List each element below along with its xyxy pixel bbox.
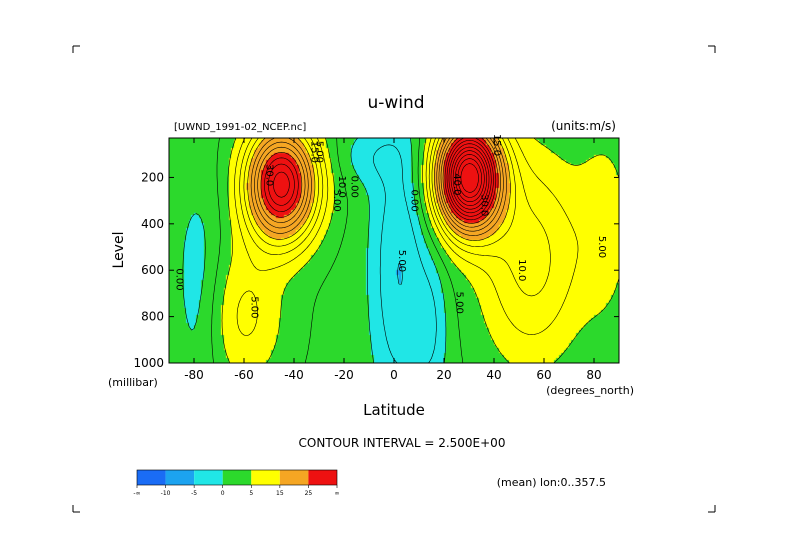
colorbar-frame [136, 469, 338, 486]
contour-line [450, 146, 490, 210]
colorbar-label: 25 [305, 490, 313, 497]
contour-line [273, 143, 492, 214]
contour-label: 40.0 [451, 173, 462, 195]
contour-line [260, 137, 499, 224]
contour-line [373, 144, 437, 364]
chart-title: u-wind [367, 93, 424, 113]
contour-label: 15.0 [309, 141, 320, 163]
contour-line [182, 137, 447, 364]
colorbar: -∞ -10 -5 0 5 15 25 ∞ [133, 469, 340, 497]
contour-label: 0.00 [409, 189, 420, 211]
contour-labels: 30.010.05.000.0015.05.000.005.000.005.00… [174, 134, 608, 319]
contour-label: 5.00 [396, 250, 407, 272]
colorbar-swatch [279, 470, 309, 485]
contour-line [268, 140, 494, 217]
y-axis-label: Level [111, 232, 127, 269]
y-tick-label: 200 [141, 170, 164, 184]
x-tick-label: -60 [234, 368, 254, 382]
colorbar-label: -∞ [133, 490, 140, 497]
contour-line [257, 137, 501, 228]
contour-label: 0.00 [174, 268, 185, 290]
units-label: (units:m/s) [551, 119, 616, 133]
y-tick-label: 1000 [133, 356, 164, 370]
contour-label: 5.00 [596, 236, 607, 258]
colorbar-swatch [194, 470, 223, 485]
x-tick-label: 20 [436, 368, 451, 382]
file-label: [UWND_1991-02_NCEP.nc] [174, 122, 306, 133]
x-axis-units: (degrees_north) [546, 384, 634, 397]
contour-label: 15.0 [491, 134, 502, 156]
colorbar-swatch [222, 470, 252, 485]
x-tick-label: 40 [486, 368, 501, 382]
x-tick-label: 0 [390, 368, 398, 382]
colorbar-label: 5 [249, 490, 253, 497]
x-tick-label: 60 [536, 368, 551, 382]
contour-label: 30.0 [264, 164, 275, 186]
colorbar-swatch [308, 470, 337, 485]
contour-line [239, 137, 551, 297]
contour-line [264, 137, 497, 221]
contour-label: 5.00 [331, 189, 342, 211]
colorbar-label: -5 [191, 490, 197, 497]
x-tick-label: 80 [586, 368, 601, 382]
colorbar-swatch [251, 470, 280, 485]
plot-area: 30.010.05.000.0015.05.000.005.000.005.00… [168, 134, 620, 364]
contour-line [211, 137, 464, 364]
contour-label: 5.00 [314, 141, 325, 163]
y-axis-ticks: 200 400 600 800 1000 [133, 170, 619, 370]
contour-label: 30.0 [479, 194, 490, 216]
x-tick-label: -20 [334, 368, 354, 382]
colorbar-label: 0 [221, 490, 225, 497]
contour-lines [182, 137, 620, 364]
x-axis-label: Latitude [363, 401, 425, 419]
colorbar-swatch [165, 470, 195, 485]
crop-marks [72, 45, 716, 513]
contour-label: 10.0 [516, 259, 527, 281]
wind-field-image [169, 138, 619, 363]
contour-label: 5.00 [454, 292, 465, 314]
contour-line [221, 137, 620, 364]
contour-line [247, 137, 511, 241]
colorbar-label: 15 [276, 490, 284, 497]
colorbar-label: -10 [161, 490, 171, 497]
colorbar-label: ∞ [335, 490, 340, 497]
y-tick-label: 400 [141, 217, 164, 231]
colorbar-swatch [137, 470, 166, 485]
contour-line [254, 137, 504, 232]
y-axis-units: (millibar) [108, 376, 158, 389]
contour-label: 10.0 [336, 176, 347, 198]
contour-interval-text: CONTOUR INTERVAL = 2.500E+00 [299, 436, 506, 450]
contour-line [457, 158, 482, 198]
contour-line [452, 150, 487, 206]
y-tick-label: 600 [141, 263, 164, 277]
x-tick-label: -40 [284, 368, 304, 382]
contour-line [397, 263, 403, 285]
contour-line [460, 163, 479, 193]
contour-line [243, 137, 516, 247]
mean-annotation: (mean) lon:0..357.5 [497, 476, 606, 489]
y-tick-label: 800 [141, 310, 164, 324]
x-tick-label: -80 [184, 368, 204, 382]
contour-line [250, 137, 507, 236]
contour-label: 5.00 [249, 296, 260, 318]
contour-line [455, 154, 485, 202]
x-axis-ticks: -80 -60 -40 -20 0 20 40 60 80 [184, 138, 602, 382]
contour-label: 0.00 [349, 176, 360, 198]
